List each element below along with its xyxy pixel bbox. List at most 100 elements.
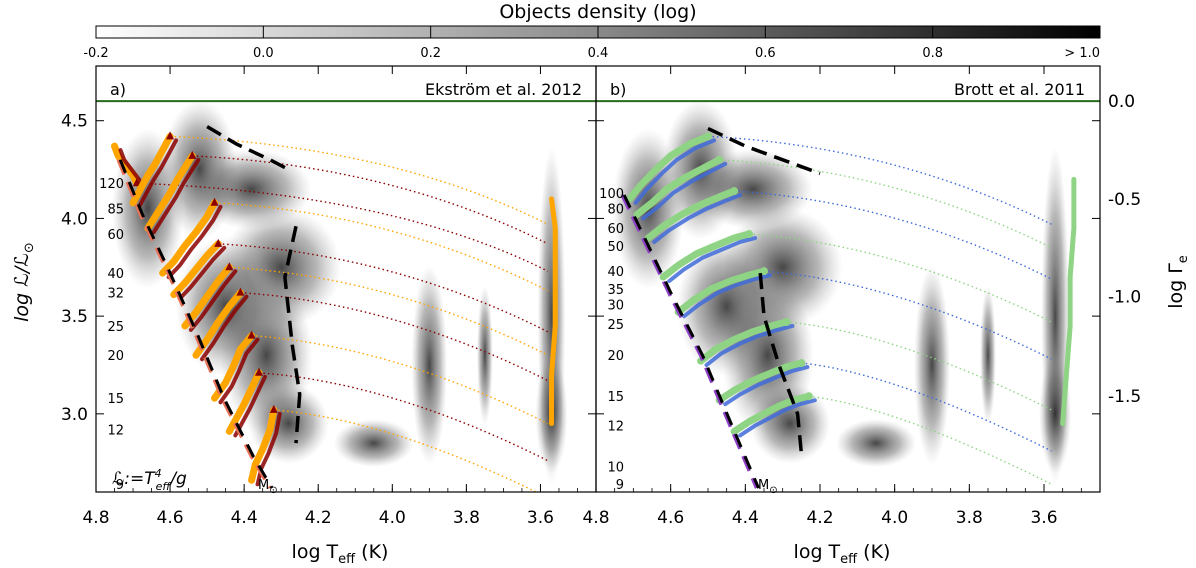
track-end-marker: [210, 197, 219, 206]
zams-line: [620, 194, 759, 489]
track-extension-dotted: [801, 362, 1052, 452]
mass-label: 15: [107, 392, 124, 407]
rsg-track: [1060, 176, 1077, 427]
panel-b-plot-area: [596, 99, 1100, 489]
track-end-marker: [730, 187, 739, 196]
mass-label: 25: [107, 320, 124, 335]
track-secondary-120: [118, 148, 145, 190]
track-40: [659, 230, 753, 281]
xlabel-unit-b: (K): [857, 541, 890, 563]
x-tick-label: 4.6: [157, 508, 184, 528]
track-end-marker: [225, 262, 234, 271]
y-axis-label: log ℒ/ℒ⊙: [11, 242, 37, 322]
formula-tail: /g: [168, 469, 187, 489]
track-12: [225, 369, 263, 435]
panel-a-plot-area: [96, 99, 596, 492]
track-end-marker: [188, 150, 197, 159]
x-tick-label: 4.8: [582, 508, 609, 528]
track-12: [730, 392, 813, 435]
msun-label: M⊙: [758, 478, 778, 496]
ylabel-sub: ⊙: [22, 242, 37, 253]
mass-label: 12: [607, 420, 624, 435]
mass-label: 10: [607, 461, 624, 476]
track-32: [170, 240, 222, 299]
x-tick-label: 4.6: [657, 508, 684, 528]
x-tick-label: 4.2: [806, 508, 833, 528]
track-secondary-32: [177, 245, 227, 301]
mass-label: 15: [607, 390, 624, 405]
msun-text: M: [258, 478, 269, 493]
track-15: [715, 359, 805, 404]
density-blob: [750, 383, 831, 464]
track-extension-dotted: [170, 135, 549, 225]
track-end-marker: [782, 317, 791, 326]
right-y-tick-label: -0.5: [1108, 190, 1141, 210]
mass-label: 50: [607, 240, 624, 255]
msun-sub: ⊙: [269, 485, 277, 496]
colorbar-tick-label: > 1.0: [1064, 46, 1100, 61]
x-tick-label: 4.4: [732, 508, 759, 528]
track-100: [626, 132, 712, 203]
mass-label: 60: [107, 228, 124, 243]
track-end-marker: [797, 359, 806, 368]
mass-labels: 120 85 60 40 32 25 20 15 12 9 M⊙: [99, 177, 277, 496]
xlabel-sub: eff: [338, 552, 356, 567]
track-secondary-100: [633, 138, 716, 205]
track-end-marker: [166, 131, 175, 140]
colorbar-ticks: -0.2 0.0 0.2 0.4 0.6 0.8 > 1.0: [83, 26, 1100, 61]
y-tick-label: 3.5: [61, 307, 88, 327]
right-y-tick-label: 0.0: [1108, 92, 1135, 112]
x-tick-label: 4.4: [231, 508, 258, 528]
tams-upper-line: [707, 126, 821, 176]
mass-label: 35: [607, 283, 624, 298]
formula-sub: eff: [156, 480, 172, 493]
track-60: [644, 187, 738, 242]
density-blob: [411, 264, 448, 465]
track-secondary-15: [723, 365, 810, 407]
track-extension-dotted: [214, 202, 549, 292]
mass-label: 40: [107, 267, 124, 282]
track-secondary-15: [218, 337, 260, 405]
formula-text: ℒ:=T: [112, 469, 156, 489]
track-end-marker: [745, 230, 754, 239]
x-axis-label-a: log Teff (K): [292, 541, 389, 567]
mass-label: 9: [116, 478, 124, 493]
track-end-marker: [236, 287, 245, 296]
track-20: [192, 289, 244, 359]
tams-lower-line: [283, 225, 302, 444]
density-blob: [914, 264, 950, 465]
rsg-track: [549, 196, 558, 427]
x-tick-label: 3.8: [956, 508, 983, 528]
track-extension-dotted: [251, 334, 549, 425]
track-secondary-12: [233, 374, 267, 438]
panel-a-formula: ℒ:=T4 eff/g: [112, 467, 187, 493]
y-tick-label: 4.0: [61, 209, 88, 229]
track-secondary-85: [137, 138, 179, 209]
panel-b-label: b): [610, 80, 626, 99]
rlabel-main: log Γ: [1165, 263, 1187, 309]
track-25: [181, 263, 233, 330]
track-extension-dotted: [734, 190, 1052, 280]
track-extension-dotted: [707, 135, 1052, 225]
mass-label: 120: [99, 177, 124, 192]
track-secondary-60: [652, 193, 743, 244]
y-tick-label: 3.0: [61, 405, 88, 425]
right-y-tick-label: -1.0: [1108, 288, 1141, 308]
xlabel-sub-b: eff: [840, 552, 858, 567]
track-end-marker: [804, 392, 813, 401]
track-extension-dotted: [218, 243, 549, 333]
ylabel-main: log ℒ/ℒ: [11, 253, 33, 322]
x-tick-label: 3.6: [1030, 508, 1057, 528]
colorbar-tick-label: 0.4: [588, 46, 609, 61]
track-secondary-60: [151, 157, 201, 235]
track-secondary-80: [641, 161, 728, 221]
colorbar-tick-label: -0.2: [83, 46, 108, 61]
colorbar: Objects density (log) -0.2 0.0 0.2 0.4 0.6 0.…: [83, 1, 1101, 61]
x-axis-label-b: log Teff (K): [794, 541, 891, 567]
track-extension-dotted: [719, 159, 1052, 249]
x-tick-label: 4.8: [82, 508, 109, 528]
mass-label: 9: [616, 478, 624, 493]
